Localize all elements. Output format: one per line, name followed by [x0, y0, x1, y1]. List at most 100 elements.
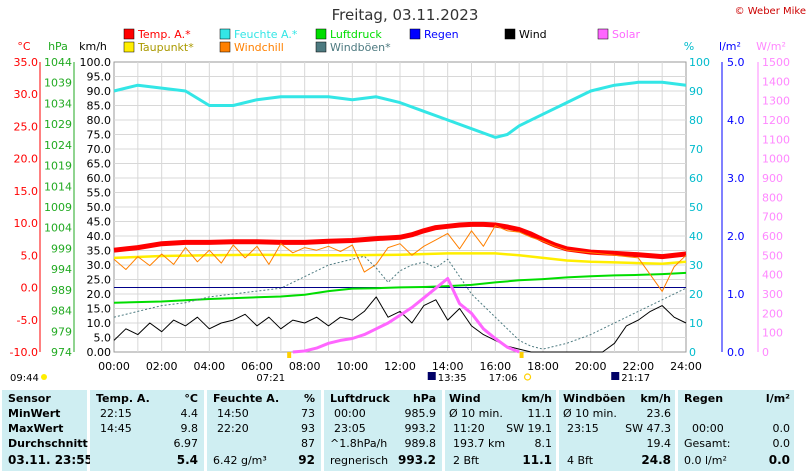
- axis-unit-label: l/m²: [719, 40, 741, 53]
- stats-pressure-min: 985.9: [404, 407, 437, 420]
- stats-current-time: 03.11. 23:55: [8, 453, 93, 467]
- tick-label: 3.0: [727, 172, 745, 185]
- legend-label: Luftdruck: [330, 28, 382, 41]
- stats-wind-avg: 8.1: [534, 437, 553, 450]
- tick-label: 1034: [44, 97, 72, 110]
- stats-header-humidity: Feuchte A.: [213, 392, 280, 405]
- series-wind: [113, 296, 687, 353]
- legend-swatch: [123, 41, 135, 53]
- tick-label: 1300: [762, 95, 790, 108]
- stats-unit-rain: l/m²: [765, 392, 790, 405]
- legend-label: Solar: [612, 28, 641, 41]
- stats-col-temp: Temp. A. °C 22:15 4.4 14:45 9.8 6.97 5.4: [90, 390, 204, 471]
- legend-label: Taupunkt*: [137, 41, 194, 54]
- time-tick-label: 22:00: [622, 360, 654, 373]
- tick-label: 1200: [762, 114, 790, 127]
- stats-temp-max: 9.8: [180, 422, 199, 435]
- tick-label: 5.0: [727, 56, 745, 69]
- tick-label: 1000: [762, 153, 790, 166]
- stats-pressure-state: regnerisch: [330, 454, 389, 467]
- axis-unit-label: hPa: [48, 40, 68, 53]
- moonset-icon: [427, 372, 436, 380]
- stats-col-pressure: Luftdruck hPa 00:00 985.9 23:05 993.2 ^1…: [324, 390, 442, 471]
- stats-header-pressure: Luftdruck: [330, 392, 390, 405]
- tick-label: 90: [689, 85, 703, 98]
- tick-label: 1039: [44, 77, 72, 90]
- tick-label: 25.0: [14, 120, 39, 133]
- tick-label: 0.00: [87, 346, 112, 359]
- stats-label-avg: Durchschnitt: [8, 437, 88, 450]
- stats-header-sensor: Sensor: [8, 392, 51, 405]
- stats-header-wind: Wind: [449, 392, 481, 405]
- series-windchill: [113, 225, 687, 292]
- tick-label: 500: [762, 249, 783, 262]
- legend-swatch: [409, 28, 421, 40]
- legend-label: Windchill: [234, 41, 284, 54]
- series-feuchte-a: [113, 80, 687, 139]
- stats-label-max: MaxWert: [8, 422, 64, 435]
- stats-wind-avg10: 11.1: [527, 407, 553, 420]
- stats-temp-min-time: 22:15: [100, 407, 132, 420]
- tick-label: 300: [762, 288, 783, 301]
- stats-pressure-max-time: 23:05: [334, 422, 366, 435]
- tick-label: 1029: [44, 118, 72, 131]
- tick-label: 0.0: [21, 282, 39, 295]
- stats-temp-min: 4.4: [180, 407, 199, 420]
- tick-label: 45.0: [87, 216, 112, 229]
- axis-unit-label: km/h: [79, 40, 107, 53]
- tick-label: 10.0: [87, 317, 112, 330]
- stats-humidity-min: 73: [301, 407, 315, 420]
- tick-label: 600: [762, 230, 783, 243]
- tick-label: 1004: [44, 222, 72, 235]
- stats-pressure-max: 993.2: [404, 422, 437, 435]
- stats-pressure-avg: 989.8: [404, 437, 437, 450]
- tick-label: 5.0: [94, 332, 112, 345]
- stats-gust-max-time: 23:15: [567, 422, 599, 435]
- legend-swatch: [504, 28, 516, 40]
- stats-pressure-min-time: 00:00: [334, 407, 366, 420]
- tick-label: 100: [689, 56, 710, 69]
- stats-humidity-max: 93: [301, 422, 315, 435]
- tick-label: 1024: [44, 139, 72, 152]
- series-layer: [113, 80, 687, 354]
- tick-label: 60.0: [87, 172, 112, 185]
- time-tick-label: 20:00: [575, 360, 607, 373]
- stats-gust-avg: 19.4: [646, 437, 672, 450]
- axis-unit-label: °C: [17, 40, 31, 53]
- stats-humidity-current: 92: [298, 453, 315, 467]
- time-tick-label: 04:00: [193, 360, 225, 373]
- tick-label: 400: [762, 269, 783, 282]
- tick-label: 15.0: [14, 185, 39, 198]
- tick-label: 800: [762, 191, 783, 204]
- stats-unit-gust: km/h: [640, 392, 671, 405]
- stats-col-gust: Windböen km/h Ø 10 min. 23.6 23:15 SW 47…: [559, 390, 675, 471]
- stats-pressure-current: 993.2: [398, 453, 436, 467]
- sunrise-marker: [287, 352, 292, 358]
- tick-label: 50.0: [87, 201, 112, 214]
- sunset-icon: [523, 373, 532, 381]
- tick-label: 50: [689, 201, 703, 214]
- stats-wind-distance: 193.7 km: [453, 437, 506, 450]
- time-tick-label: 18:00: [527, 360, 559, 373]
- tick-label: 80: [689, 114, 703, 127]
- tick-label: 1400: [762, 75, 790, 88]
- tick-label: 30.0: [87, 259, 112, 272]
- sun-moon-markers: 09:44 07:21 17:06 13:35 21:17: [10, 352, 650, 383]
- tick-label: 95.0: [87, 71, 112, 84]
- stats-temp-current: 5.4: [176, 453, 198, 467]
- time-tick-label: 16:00: [479, 360, 511, 373]
- tick-label: 979: [51, 325, 72, 338]
- sunset-label: 17:06: [489, 373, 518, 383]
- stats-humidity-absolute: 6.42 g/m³: [213, 454, 267, 467]
- tick-label: 20.0: [14, 153, 39, 166]
- tick-label: 999: [51, 242, 72, 255]
- tick-label: 55.0: [87, 187, 112, 200]
- tick-label: 20.0: [87, 288, 112, 301]
- sunrise-label: 07:21: [256, 373, 285, 383]
- tick-label: -5.0: [17, 314, 38, 327]
- stats-unit-pressure: hPa: [412, 392, 436, 405]
- stats-humidity-max-time: 22:20: [217, 422, 249, 435]
- legend-swatch: [219, 41, 231, 53]
- stats-header-rain: Regen: [684, 392, 724, 405]
- axis-unit-label: %: [684, 40, 694, 53]
